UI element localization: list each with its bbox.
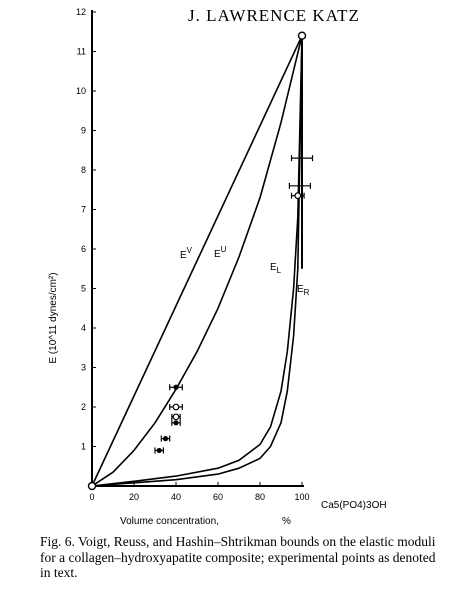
endpoint-marker xyxy=(297,31,307,40)
y-tick-label: 11 xyxy=(77,47,86,57)
y-tick-label: 1 xyxy=(81,442,86,452)
x-axis-label: Volume concentration, xyxy=(120,516,219,527)
y-tick-label: 3 xyxy=(81,363,86,373)
series-line xyxy=(91,35,303,487)
y-tick-label: 12 xyxy=(76,7,86,17)
x-tick-label: 20 xyxy=(129,492,139,502)
y-tick-label: 2 xyxy=(81,402,86,412)
x-tick-label: 60 xyxy=(213,492,223,502)
y-tick-label: 5 xyxy=(81,284,86,294)
series-label: ER xyxy=(297,284,310,297)
data-point xyxy=(172,403,180,411)
series-label: EL xyxy=(270,262,282,275)
y-tick-label: 7 xyxy=(81,205,86,215)
chart-labels: EV EU EL ER E (10^11 dynes/cm²) Volume concen… xyxy=(48,245,387,527)
x-tick-label: 0 xyxy=(89,492,94,502)
series-label: EU xyxy=(214,245,227,260)
data-point xyxy=(173,420,179,426)
data-point xyxy=(173,384,179,390)
x-axis-unit: % xyxy=(282,516,291,527)
series-line xyxy=(91,35,303,487)
data-point xyxy=(162,436,169,442)
series-label: EV xyxy=(180,246,193,261)
series-line xyxy=(91,35,303,487)
running-header: J. LAWRENCE KATZ xyxy=(188,6,360,25)
y-tick-label: 6 xyxy=(81,244,86,254)
chart-points xyxy=(87,31,314,491)
y-tick-label: 8 xyxy=(81,165,86,175)
data-point xyxy=(294,192,302,200)
x-axis-end-label: Ca5(PO4)3OH xyxy=(321,500,387,511)
x-tick-label: 40 xyxy=(171,492,181,502)
data-point xyxy=(156,447,162,454)
y-tick-label: 10 xyxy=(76,86,86,96)
series-line xyxy=(91,35,303,487)
data-point xyxy=(172,413,180,421)
x-tick-label: 80 xyxy=(255,492,265,502)
y-tick-label: 4 xyxy=(81,323,86,333)
endpoint-marker xyxy=(87,481,97,491)
y-axis-label: E (10^11 dynes/cm²) xyxy=(48,272,59,363)
chart-curves xyxy=(91,35,303,487)
y-tick-label: 9 xyxy=(81,126,86,136)
x-tick-label: 100 xyxy=(294,492,309,502)
figure-caption: Fig. 6. Voigt, Reuss, and Hashin–Shtrikm… xyxy=(40,534,436,580)
